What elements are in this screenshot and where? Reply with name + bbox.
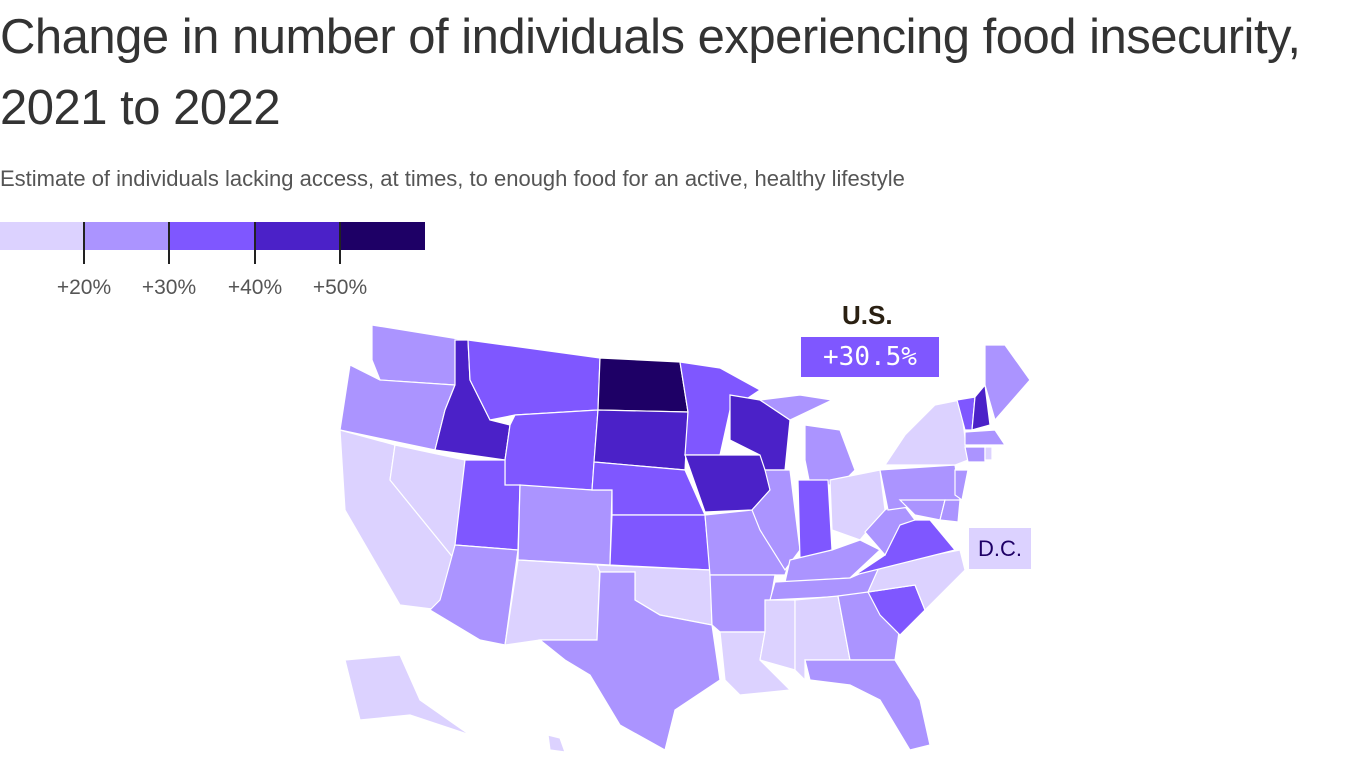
state-me	[984, 344, 1031, 422]
state-ks	[609, 514, 711, 571]
state-co	[517, 484, 613, 566]
state-nh	[971, 383, 991, 431]
state-az	[429, 544, 519, 646]
legend-label-40: +40%	[227, 276, 283, 299]
legend-tick	[83, 222, 85, 264]
state-tx	[538, 571, 721, 751]
legend-tick	[339, 222, 341, 264]
state-nm	[504, 559, 601, 646]
state-wv	[864, 499, 916, 557]
state-ct	[964, 446, 986, 463]
state-nd	[597, 357, 689, 413]
state-ak	[344, 654, 471, 736]
dc-label: D.C.	[969, 528, 1031, 569]
state-sd	[593, 409, 689, 471]
state-in	[797, 479, 833, 561]
legend-label-30: +30%	[141, 276, 197, 299]
legend-swatch-1	[84, 222, 169, 250]
us-value-badge: +30.5%	[801, 337, 939, 377]
chart-subtitle: Estimate of individuals lacking access, …	[0, 166, 905, 191]
legend-tick	[168, 222, 170, 264]
state-ms	[759, 599, 796, 671]
state-wa	[371, 324, 466, 386]
state-mt	[467, 339, 601, 421]
state-ga	[837, 591, 901, 661]
color-legend: +20% +30% +40% +50%	[0, 222, 430, 302]
state-hi	[547, 734, 566, 753]
state-ri	[984, 446, 993, 461]
legend-tick	[254, 222, 256, 264]
state-nj	[954, 469, 969, 502]
state-wy	[504, 409, 599, 491]
state-mn	[679, 361, 762, 456]
chart-title: Change in number of individuals experien…	[0, 10, 1301, 135]
legend-label-20: +20%	[56, 276, 112, 299]
legend-swatch-4	[340, 222, 425, 250]
state-de	[939, 499, 961, 523]
legend-swatch-0	[0, 222, 84, 250]
state-mi	[758, 394, 835, 421]
legend-label-50: +50%	[312, 276, 368, 299]
state-fl	[804, 659, 931, 751]
state-ma	[964, 429, 1007, 446]
us-label: U.S.	[842, 300, 893, 330]
state-il	[751, 469, 801, 572]
legend-swatch-2	[169, 222, 255, 250]
legend-swatch-3	[255, 222, 340, 250]
state-ny	[883, 399, 969, 466]
